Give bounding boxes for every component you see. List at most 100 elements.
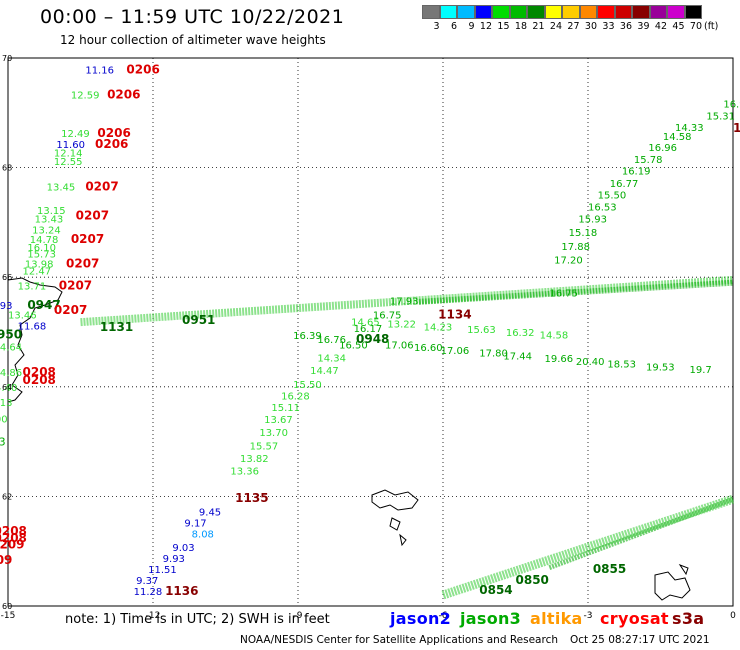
wave-height-label: 16.17 <box>354 324 383 335</box>
pass-time-label: 1134 <box>438 307 471 321</box>
y-tick-label: 62 <box>2 492 12 501</box>
wave-height-label: 19.66 <box>545 354 574 365</box>
wave-height-label: 11.51 <box>148 565 177 576</box>
wave-height-label: 17.43 <box>0 435 6 448</box>
wave-height-label: 19.7 <box>690 365 712 376</box>
wave-height-label: 13.70 <box>259 428 288 439</box>
wave-height-label: 20.40 <box>576 357 605 368</box>
wave-height-label: 16.19 <box>622 167 651 178</box>
wave-height-label: 15.50 <box>598 190 627 201</box>
wave-height-label: 17.88 <box>561 242 590 253</box>
pass-time-label: 0208 <box>0 524 27 538</box>
pass-time-label: 0855 <box>593 562 626 576</box>
scale-cell <box>439 5 457 19</box>
wave-height-label: 15.57 <box>250 441 279 452</box>
wave-height-label: 12.14 <box>54 149 83 160</box>
wave-height-label: 13.45 <box>47 183 76 194</box>
wave-height-label: 16.75 <box>373 310 402 321</box>
credit-text: NOAA/NESDIS Center for Satellite Applica… <box>240 634 558 646</box>
pass-time-label: 0951 <box>182 313 215 327</box>
pass-time-label: 0207 <box>54 303 87 317</box>
legend-cryosat: cryosat <box>600 609 669 628</box>
scale-label: 70 <box>689 21 702 32</box>
wave-height-label: 13.98 <box>25 259 54 270</box>
wave-height-label: 15.73 <box>27 249 56 260</box>
wave-height-label: 13.24 <box>32 225 61 236</box>
color-scale-labels: 3 6 9 12 15 18 21 24 27 30 33 36 39 42 45 70 (ft) <box>422 21 726 32</box>
pass-time-label: 0209 <box>0 553 12 567</box>
wave-height-label: 16.39 <box>293 331 322 342</box>
scale-cell <box>509 5 527 19</box>
y-tick-label: 60 <box>2 602 12 611</box>
wave-height-label: 12.59 <box>71 91 100 102</box>
y-tick-label: 70 <box>2 54 12 63</box>
pass-time-label: 0950 <box>0 328 22 342</box>
wave-height-label: 14.47 <box>310 366 339 377</box>
wave-height-label: 17.44 <box>503 351 532 362</box>
scale-label: 30 <box>584 21 597 32</box>
wave-height-label: 12.47 <box>23 266 52 277</box>
scale-label: 9 <box>468 21 475 32</box>
pass-time-label: 0206 <box>97 126 130 140</box>
wave-height-label: 13.82 <box>240 454 269 465</box>
scale-cell <box>457 5 475 19</box>
scale-cell <box>579 5 597 19</box>
legend-altika: altika <box>530 609 583 628</box>
wave-height-label: 14.65 <box>351 317 380 328</box>
scale-label: (ft) <box>704 21 719 32</box>
pass-time-label: 1 <box>733 121 740 135</box>
wave-height-label: 15.50 <box>293 380 322 391</box>
wave-height-label: 9.03 <box>172 543 194 554</box>
wave-height-label: 15.31 <box>706 111 735 122</box>
wave-height-label: 9.45 <box>199 508 221 519</box>
wave-height-label: 14.40 <box>0 383 17 394</box>
axis-tick-labels: -15 -12 -9 -6 -3 0 70 68 66 64 62 60 <box>1 54 736 621</box>
wave-height-label: 16.32 <box>506 328 535 339</box>
wave-height-label: 16.53 <box>588 202 617 213</box>
scale-label: 36 <box>619 21 632 32</box>
pass-time-label: 1131 <box>100 320 133 334</box>
scale-cell <box>632 5 650 19</box>
wave-height-label: 11.16 <box>85 65 114 76</box>
pass-time-label: 0208 <box>23 373 56 387</box>
scale-label: 21 <box>532 21 545 32</box>
color-scale-bar <box>422 5 702 19</box>
wave-height-label: 13.22 <box>387 320 416 331</box>
legend-jason3: jason3 <box>460 609 522 628</box>
wave-height-label: 16.96 <box>648 143 677 154</box>
pass-time-label: 0947 <box>27 298 60 312</box>
pass-time-label: 0207 <box>66 256 99 270</box>
wave-height-label: 16.76 <box>317 335 346 346</box>
iceland-coastline <box>7 277 63 403</box>
wave-height-label: 15.11 <box>271 403 300 414</box>
scale-cell <box>649 5 667 19</box>
x-tick-label: -12 <box>146 611 161 621</box>
pass-time-label: 0206 <box>95 137 128 151</box>
x-tick-label: -3 <box>584 611 593 621</box>
wave-height-label: 16.10 <box>27 243 56 254</box>
wave-height-label: 16.75 <box>549 288 578 299</box>
x-tick-label: -6 <box>439 611 448 621</box>
pass-time-label: 1135 <box>235 491 268 505</box>
wave-height-label: 14.58 <box>663 132 692 143</box>
scale-label: 24 <box>549 21 562 32</box>
scale-cell <box>492 5 510 19</box>
wave-height-label: 17.06 <box>441 346 470 357</box>
wave-height-label: 16.60 <box>414 343 443 354</box>
wave-height-label: 15.63 <box>467 325 496 336</box>
pass-time-label: 0208 <box>23 365 56 379</box>
wave-height-label: 16.50 <box>339 340 368 351</box>
scale-label: 45 <box>672 21 685 32</box>
wave-height-label: 11.60 <box>56 140 85 151</box>
wave-height-label: 14.86 <box>0 368 22 379</box>
pass-time-label: 1136 <box>165 584 198 598</box>
scale-cell <box>562 5 580 19</box>
pass-time-label: 0209 <box>0 537 24 551</box>
wave-height-label: 13.71 <box>18 281 47 292</box>
graticule <box>8 58 733 606</box>
satellite-tracks <box>80 275 735 600</box>
wave-height-label: 12.49 <box>61 129 90 140</box>
wave-height-label: 13.46 <box>8 310 37 321</box>
wave-height-label: 16.28 <box>281 391 310 402</box>
shetland-islands <box>654 563 691 601</box>
